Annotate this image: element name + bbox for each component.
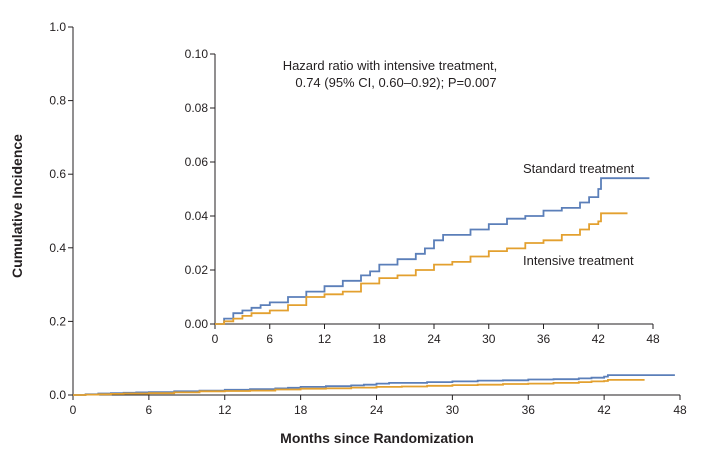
main-x-tick-label: 24 xyxy=(370,403,384,417)
inset-x-tick-label: 30 xyxy=(482,332,496,346)
y-axis-title: Cumulative Incidence xyxy=(9,134,25,278)
inset-y-tick-label: 0.02 xyxy=(185,263,209,277)
main-line-intensive xyxy=(73,379,645,396)
main-y-tick-label: 0.4 xyxy=(49,241,66,255)
main-plot: 0 6 12 18 24 30 36 42 48 0.0 0.2 0.4 0.6 0.8 1.0 Mont… xyxy=(9,20,687,446)
inset-series xyxy=(215,177,650,325)
hazard-ratio-annotation-line1: Hazard ratio with intensive treatment, xyxy=(283,58,498,73)
inset-x-tick-label: 24 xyxy=(427,332,441,346)
main-x-tick-label: 18 xyxy=(294,403,308,417)
series-label-intensive: Intensive treatment xyxy=(523,253,634,268)
main-x-ticks: 0 6 12 18 24 30 36 42 48 xyxy=(70,395,687,417)
main-y-tick-label: 0.6 xyxy=(49,167,66,181)
series-label-standard: Standard treatment xyxy=(523,161,635,176)
inset-x-tick-label: 0 xyxy=(212,332,219,346)
inset-y-tick-label: 0.06 xyxy=(185,155,209,169)
inset-y-ticks: 0.00 0.02 0.04 0.06 0.08 0.10 xyxy=(185,47,215,331)
main-y-tick-label: 0.0 xyxy=(49,388,66,402)
inset-x-tick-label: 36 xyxy=(537,332,551,346)
main-y-tick-label: 0.2 xyxy=(49,314,66,328)
inset-y-tick-label: 0.00 xyxy=(185,317,209,331)
inset-x-ticks: 0 6 12 18 24 30 36 42 48 xyxy=(212,324,660,346)
inset-x-tick-label: 12 xyxy=(318,332,332,346)
inset-line-intensive xyxy=(215,212,628,325)
main-x-tick-label: 12 xyxy=(218,403,232,417)
main-x-tick-label: 36 xyxy=(522,403,536,417)
inset-plot: 0 6 12 18 24 30 36 42 48 0.00 0.02 0.04 0.06 0.08 0.1… xyxy=(185,47,660,346)
hazard-ratio-annotation-line2: 0.74 (95% CI, 0.60–0.92); P=0.007 xyxy=(295,75,496,90)
inset-y-tick-label: 0.08 xyxy=(185,101,209,115)
x-axis-title: Months since Randomization xyxy=(280,430,474,446)
inset-x-tick-label: 18 xyxy=(373,332,387,346)
main-x-tick-label: 0 xyxy=(70,403,77,417)
main-x-tick-label: 42 xyxy=(597,403,611,417)
main-y-tick-label: 1.0 xyxy=(49,20,66,34)
main-series xyxy=(73,374,675,396)
inset-y-tick-label: 0.04 xyxy=(185,209,209,223)
main-y-tick-label: 0.8 xyxy=(49,94,66,108)
inset-line-standard xyxy=(215,177,650,325)
inset-x-tick-label: 48 xyxy=(646,332,660,346)
main-x-tick-label: 48 xyxy=(673,403,687,417)
inset-y-tick-label: 0.10 xyxy=(185,47,209,61)
inset-x-tick-label: 42 xyxy=(592,332,606,346)
main-line-standard xyxy=(73,374,675,396)
inset-x-tick-label: 6 xyxy=(266,332,273,346)
main-x-tick-label: 6 xyxy=(146,403,153,417)
main-x-tick-label: 30 xyxy=(446,403,460,417)
main-y-ticks: 0.0 0.2 0.4 0.6 0.8 1.0 xyxy=(49,20,73,402)
